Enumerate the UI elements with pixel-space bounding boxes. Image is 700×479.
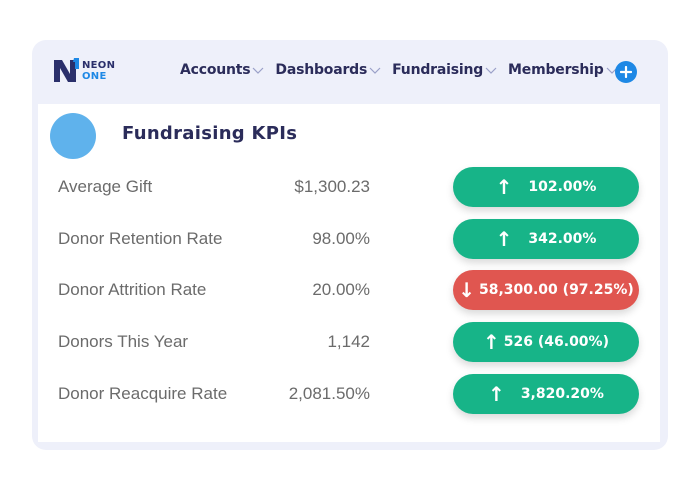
- kpi-row-donor-reacquire-rate: Donor Reacquire Rate 2,081.50% ↑ 3,820.2…: [38, 374, 660, 416]
- kpi-change-badge[interactable]: ↑ 102.00%: [453, 167, 639, 207]
- kpi-value: 20.00%: [312, 280, 370, 299]
- nav-item-accounts[interactable]: Accounts: [180, 62, 264, 78]
- kpi-change-text: 102.00%: [528, 179, 597, 195]
- kpi-value: 98.00%: [312, 229, 370, 248]
- kpi-change-text: 342.00%: [528, 231, 597, 247]
- arrow-up-icon: ↑: [495, 175, 513, 199]
- kpi-row-donor-retention-rate: Donor Retention Rate 98.00% ↑ 342.00%: [38, 219, 660, 261]
- kpi-value: 2,081.50%: [288, 384, 370, 403]
- kpi-change-text: 3,820.20%: [520, 386, 604, 402]
- top-nav-bar: NEON ONE Accounts Dashboards Fundraising…: [32, 40, 668, 104]
- kpi-change-badge[interactable]: ↑ 3,820.20%: [453, 374, 639, 414]
- kpi-label: Average Gift: [58, 177, 153, 196]
- kpi-label: Donors This Year: [58, 332, 189, 351]
- chevron-down-icon: [485, 67, 497, 74]
- kpi-change-badge[interactable]: ↑ 342.00%: [453, 219, 639, 259]
- nav-item-dashboards[interactable]: Dashboards: [275, 62, 381, 78]
- kpi-change-text: 526 (46.00%): [503, 334, 609, 350]
- nav-label: Membership: [508, 62, 604, 78]
- kpi-label: Donor Attrition Rate: [58, 280, 207, 299]
- arrow-up-icon: ↑: [488, 382, 505, 406]
- kpi-row-donors-this-year: Donors This Year 1,142 ↑ 526 (46.00%): [38, 322, 660, 364]
- kpi-card: NEON ONE Accounts Dashboards Fundraising…: [32, 40, 668, 450]
- nav-label: Accounts: [180, 62, 251, 78]
- arrow-up-icon: ↑: [495, 227, 513, 251]
- nav-label: Fundraising: [392, 62, 484, 78]
- kpi-change-text: 58,300.00 (97.25%): [478, 282, 634, 298]
- chevron-down-icon: [606, 67, 618, 74]
- brand-logo[interactable]: NEON ONE: [52, 57, 124, 85]
- neon-one-logo-icon: [54, 58, 79, 82]
- arrow-up-icon: ↑: [483, 330, 500, 354]
- panel-title: Fundraising KPIs: [122, 123, 298, 144]
- brand-wordmark: NEON ONE: [82, 60, 115, 82]
- main-nav: Accounts Dashboards Fundraising Membersh…: [180, 62, 629, 78]
- kpi-row-average-gift: Average Gift $1,300.23 ↑ 102.00%: [38, 167, 660, 209]
- kpi-row-donor-attrition-rate: Donor Attrition Rate 20.00% ↓ 58,300.00 …: [38, 270, 660, 312]
- avatar: [50, 113, 96, 159]
- nav-label: Dashboards: [275, 62, 368, 78]
- kpi-change-badge[interactable]: ↑ 526 (46.00%): [453, 322, 639, 362]
- brand-line2: ONE: [82, 71, 107, 82]
- kpi-label: Donor Reacquire Rate: [58, 384, 228, 403]
- nav-item-fundraising[interactable]: Fundraising: [392, 62, 497, 78]
- plus-icon: [620, 66, 632, 78]
- chevron-down-icon: [252, 67, 264, 74]
- add-button[interactable]: [615, 61, 637, 83]
- nav-item-membership[interactable]: Membership: [508, 62, 618, 78]
- kpi-change-badge[interactable]: ↓ 58,300.00 (97.25%): [453, 270, 639, 310]
- kpi-value: 1,142: [327, 332, 370, 351]
- kpi-panel: Fundraising KPIs Average Gift $1,300.23 …: [38, 104, 660, 442]
- arrow-down-icon: ↓: [458, 278, 475, 302]
- kpi-value: $1,300.23: [294, 177, 370, 196]
- brand-line1: NEON: [82, 60, 116, 71]
- chevron-down-icon: [369, 67, 381, 74]
- kpi-label: Donor Retention Rate: [58, 229, 223, 248]
